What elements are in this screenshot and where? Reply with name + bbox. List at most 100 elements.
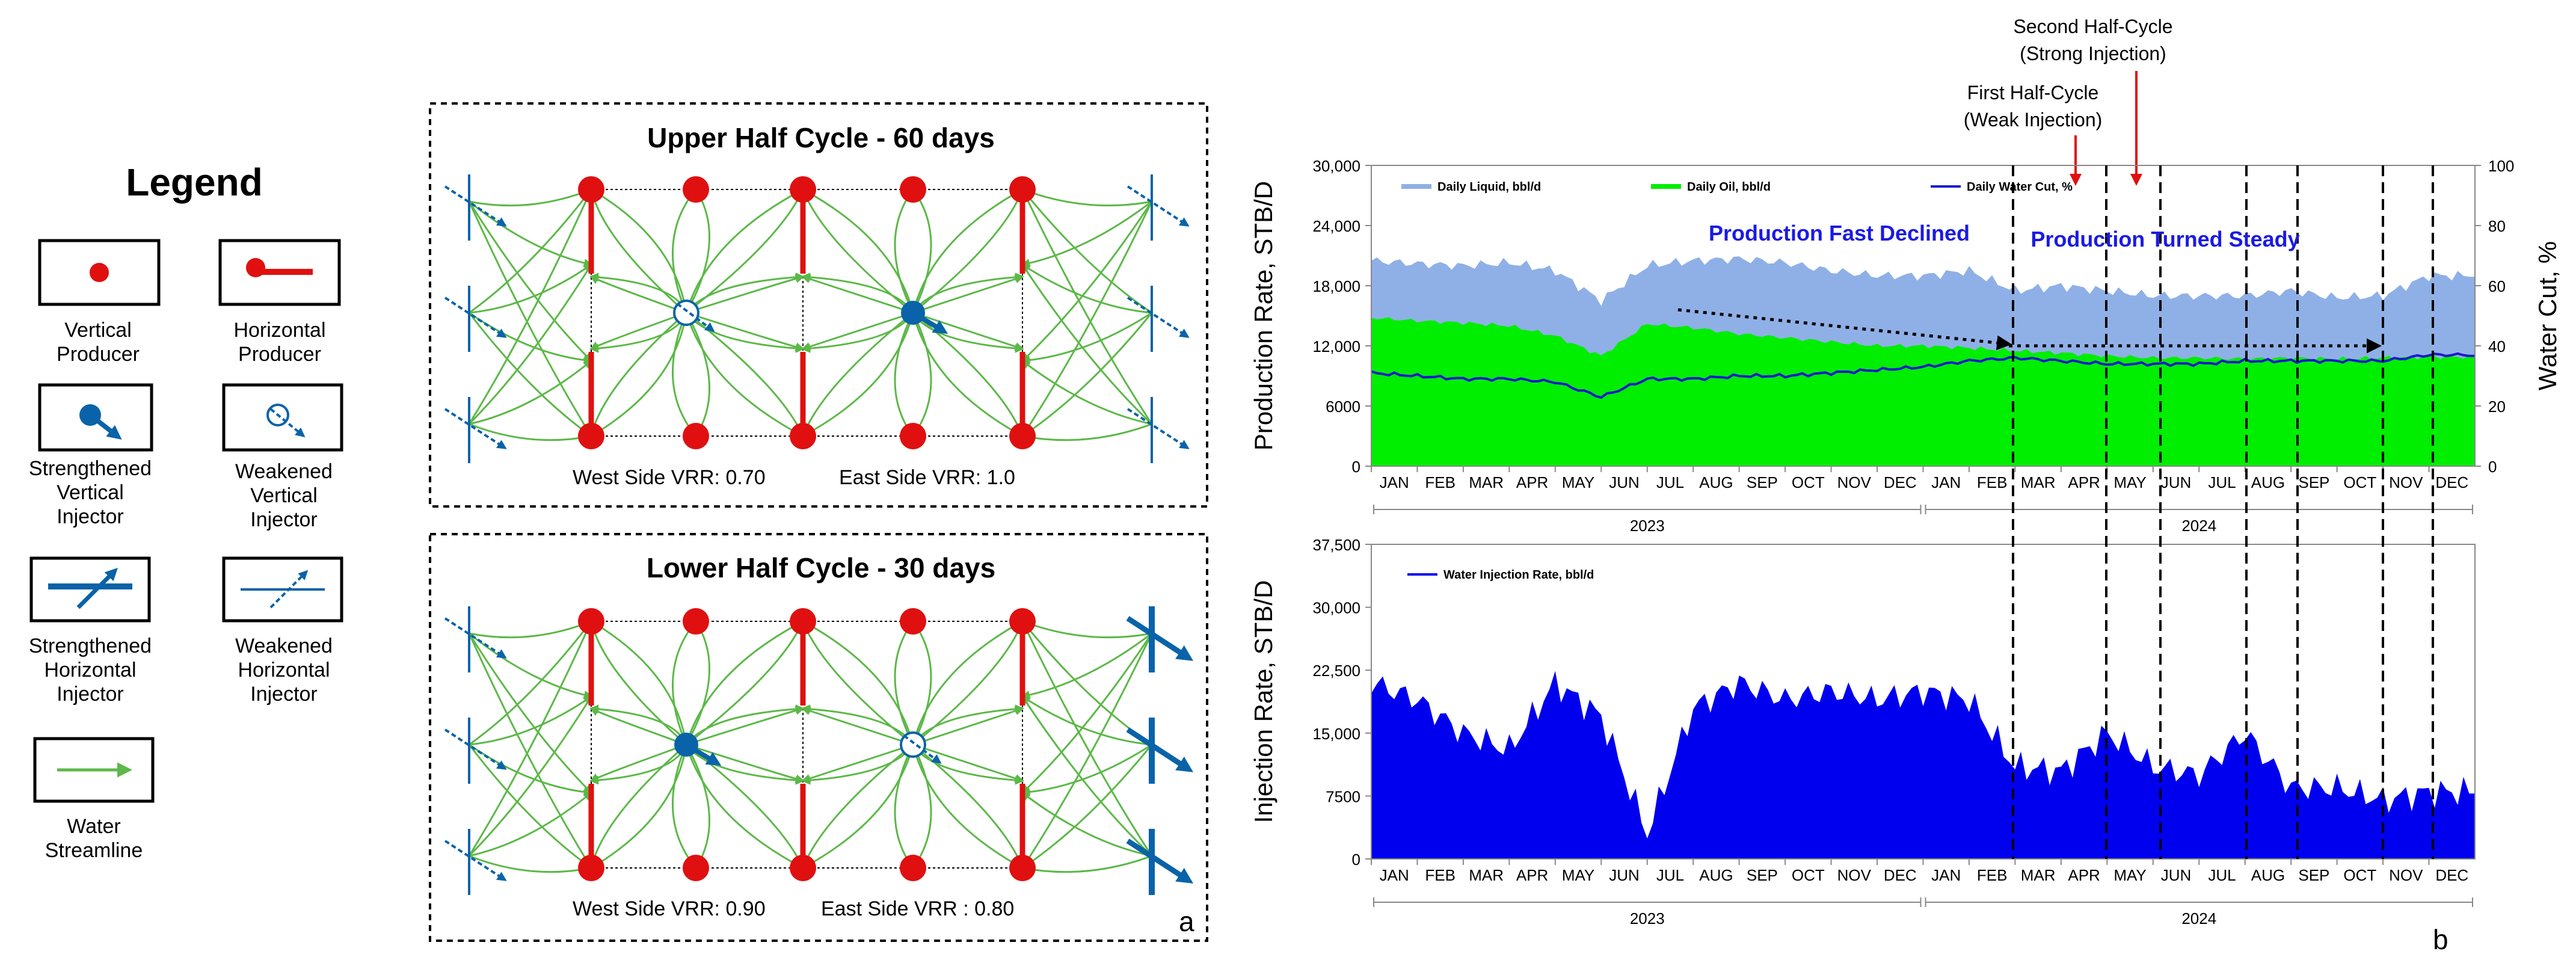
lower-diagram bbox=[444, 606, 1194, 895]
y2-tick-label: 100 bbox=[2488, 157, 2514, 175]
water-streamline bbox=[1021, 792, 1152, 857]
vertical-producer bbox=[900, 855, 926, 881]
x-tick-label: DEC bbox=[1884, 866, 1917, 884]
injection-arrow bbox=[444, 408, 507, 449]
water-streamline bbox=[469, 423, 593, 442]
water-streamline bbox=[912, 188, 932, 313]
x-tick-label: FEB bbox=[1425, 473, 1456, 491]
injection-arrow bbox=[684, 742, 722, 766]
x-tick-label: MAR bbox=[1469, 473, 1504, 491]
vertical-producer bbox=[790, 423, 816, 449]
water-streamline bbox=[685, 620, 805, 745]
legend-label: Water bbox=[67, 815, 120, 838]
vertical-producer bbox=[790, 855, 816, 881]
water-streamline bbox=[468, 201, 593, 363]
water-streamline bbox=[801, 620, 914, 745]
upper-east-vrr: East Side VRR: 1.0 bbox=[839, 466, 1015, 489]
x-tick-label: AUG bbox=[2251, 473, 2285, 491]
x-tick-label: FEB bbox=[1977, 473, 2008, 491]
fast-declined-annotation: Production Fast Declined bbox=[1709, 221, 1970, 245]
x-tick-label: MAR bbox=[2021, 473, 2056, 491]
vertical-producer bbox=[900, 176, 926, 203]
weakened-horizontal-injector-icon bbox=[241, 570, 325, 609]
y2-tick-label: 20 bbox=[2488, 398, 2506, 416]
water-streamline bbox=[469, 855, 593, 874]
x-tick-label: AUG bbox=[2251, 866, 2285, 884]
y2-tick-label: 0 bbox=[2488, 458, 2497, 476]
water-streamline bbox=[1021, 744, 1153, 869]
water-streamline bbox=[801, 312, 914, 351]
water-streamline bbox=[801, 744, 914, 869]
production-chart: 0 6000 12,000 18,000 24,000 30,000 0 20 40 60 80 10… bbox=[1249, 157, 2562, 535]
water-streamline bbox=[469, 743, 593, 797]
water-streamline bbox=[912, 312, 1024, 437]
water-streamline bbox=[469, 792, 593, 857]
y-tick-label: 30,000 bbox=[1312, 599, 1360, 617]
upper-diagram bbox=[444, 174, 1190, 463]
water-streamline bbox=[912, 620, 1024, 745]
water-streamline bbox=[1021, 312, 1153, 437]
y-axis-label: Injection Rate, STB/D bbox=[1249, 580, 1277, 823]
x-tick-label: APR bbox=[1516, 473, 1548, 491]
water-injection-area bbox=[1371, 671, 2475, 859]
x-tick-label: JAN bbox=[1380, 866, 1409, 884]
x-tick-label: JUN bbox=[1609, 866, 1640, 884]
water-streamline bbox=[468, 744, 593, 869]
water-streamline bbox=[1021, 188, 1153, 425]
water-streamline bbox=[671, 188, 697, 313]
x-tick-label: AUG bbox=[1699, 473, 1733, 491]
legend-label: Strengthened bbox=[29, 635, 152, 657]
water-streamline bbox=[589, 707, 687, 746]
injection-arrow bbox=[444, 617, 507, 659]
legend-item-water-streamline: Water Streamline bbox=[33, 737, 155, 862]
water-streamline bbox=[589, 275, 687, 314]
x-tick-label: OCT bbox=[2343, 473, 2376, 491]
y-tick-label: 37,500 bbox=[1312, 536, 1360, 554]
vertical-producer bbox=[578, 608, 604, 635]
legend: Legend Vertical Producer Horizontal Prod… bbox=[29, 161, 343, 862]
water-streamline bbox=[912, 312, 1024, 351]
injection-chart: 0 7500 15,000 22,500 30,000 37,500 JAN FEB MAR AP… bbox=[1249, 536, 2476, 927]
vertical-producer bbox=[1009, 176, 1036, 203]
x-tick-label: JUL bbox=[2208, 473, 2236, 491]
water-streamline bbox=[686, 743, 805, 784]
injection-arrow bbox=[444, 840, 507, 881]
legend-label: Horizontal bbox=[238, 659, 330, 681]
x-tick-label: SEP bbox=[2298, 473, 2329, 491]
water-streamline bbox=[469, 620, 593, 639]
vertical-producer bbox=[683, 423, 709, 449]
water-streamline bbox=[685, 188, 711, 313]
water-streamline bbox=[468, 633, 593, 795]
water-streamline bbox=[1021, 632, 1152, 700]
water-streamline bbox=[1021, 423, 1152, 442]
x-tick-label: APR bbox=[2068, 473, 2100, 491]
turned-steady-annotation: Production Turned Steady bbox=[2030, 227, 2299, 251]
x-tick-label: MAY bbox=[2113, 473, 2146, 491]
series-legend-label: Daily Water Cut, % bbox=[1967, 180, 2073, 194]
water-streamline bbox=[469, 620, 592, 746]
water-streamline bbox=[671, 312, 697, 438]
x-tick-label: DEC bbox=[2435, 866, 2468, 884]
x-tick-label: JUN bbox=[1609, 473, 1640, 491]
injection-arrow bbox=[1126, 838, 1194, 884]
vertical-producer bbox=[578, 423, 604, 449]
x-tick-label: APR bbox=[1516, 866, 1548, 884]
y-tick-label: 0 bbox=[1352, 458, 1360, 476]
panel-b-label: b bbox=[2433, 924, 2448, 955]
water-streamline bbox=[686, 706, 805, 746]
legend-label: Streamline bbox=[45, 839, 143, 862]
legend-label: Vertical bbox=[57, 481, 124, 504]
water-streamline bbox=[588, 312, 687, 438]
legend-item-vertical-producer: Vertical Producer bbox=[38, 239, 161, 366]
x-tick-label: NOV bbox=[1837, 473, 1872, 491]
strengthened-vertical-injector-icon bbox=[79, 404, 122, 440]
water-streamline bbox=[894, 744, 914, 870]
injection-arrow bbox=[444, 185, 507, 227]
water-streamline bbox=[894, 188, 914, 313]
legend-label: Injector bbox=[250, 508, 318, 531]
water-streamline bbox=[685, 620, 711, 745]
cycle-boundary-lines bbox=[2012, 165, 2434, 859]
injection-arrow bbox=[444, 297, 507, 338]
water-streamline bbox=[801, 312, 914, 437]
water-streamline bbox=[468, 263, 592, 425]
